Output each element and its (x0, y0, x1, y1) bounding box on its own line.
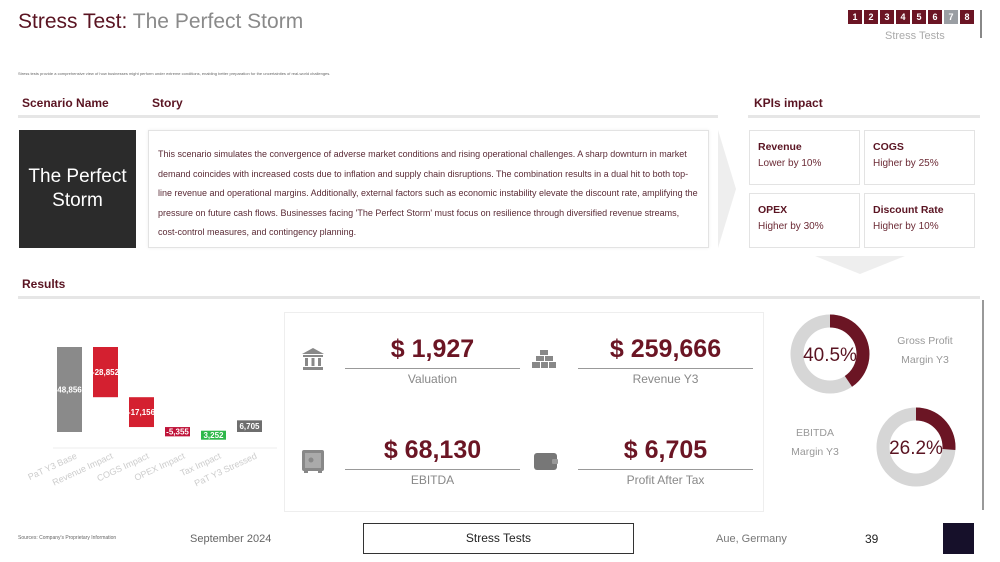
scenario-name-header: Scenario Name (22, 96, 109, 110)
data-label: 6,705 (239, 422, 260, 431)
footer-source: Sources: Company's Proprietary Informati… (18, 535, 117, 541)
gold-bars-icon (532, 350, 556, 368)
waterfall-bar (129, 397, 154, 428)
kpi-discount-rate: Discount Rate Higher by 10% (864, 193, 975, 248)
donut-ebitda-margin: 26.2% (876, 407, 956, 487)
metric-profit-after-tax: $ 6,705 Profit After Tax (578, 436, 753, 487)
waterfall-bar (57, 347, 82, 432)
footer-section-button[interactable]: Stress Tests (363, 523, 634, 554)
waterfall-bar (201, 430, 226, 440)
data-label: -28,852 (92, 368, 120, 377)
page-1-button[interactable]: 1 (848, 10, 862, 24)
donut-label: Gross Profit Margin Y3 (897, 335, 953, 366)
data-label: -17,156 (128, 408, 156, 417)
footer-date: September 2024 (190, 533, 272, 545)
donut-fill (790, 314, 870, 394)
data-label: 3,252 (203, 431, 224, 440)
donut-value: 40.5% (803, 345, 857, 366)
results-header: Results (22, 277, 66, 291)
metrics-panel: $ 1,927 Valuation $ 259,666 Revenue Y3 $ 6… (284, 312, 764, 512)
arrow-down-icon (815, 256, 905, 274)
page-8-button[interactable]: 8 (960, 10, 974, 24)
divider (982, 300, 984, 510)
waterfall-bar (93, 347, 118, 398)
donut-label: EBITDA Margin Y3 (791, 427, 839, 458)
story-header: Story (152, 96, 183, 110)
kpi-revenue: Revenue Lower by 10% (749, 130, 860, 185)
page-7-button[interactable]: 7 (944, 10, 958, 24)
divider (18, 296, 980, 299)
safe-icon (302, 450, 324, 473)
donut-fill (876, 407, 956, 487)
bank-icon (302, 348, 324, 370)
scenario-name: The Perfect Storm (19, 130, 136, 248)
page-6-button[interactable]: 6 (928, 10, 942, 24)
story-text: This scenario simulates the convergence … (148, 130, 709, 248)
metric-valuation: $ 1,927 Valuation (345, 335, 520, 386)
data-label: -5,355 (166, 428, 189, 437)
page-2-button[interactable]: 2 (864, 10, 878, 24)
data-label: 48,856 (57, 386, 82, 395)
section-label: Stress Tests (885, 30, 945, 42)
company-logo (943, 523, 974, 554)
kpis-header: KPIs impact (754, 96, 823, 110)
divider (18, 115, 718, 118)
page-number: 39 (865, 532, 879, 546)
waterfall-bar (237, 420, 262, 432)
title-main: Stress Test: (18, 10, 128, 33)
metric-revenue-y3: $ 259,666 Revenue Y3 (578, 335, 753, 386)
page-5-button[interactable]: 5 (912, 10, 926, 24)
page-3-button[interactable]: 3 (880, 10, 894, 24)
kpi-opex: OPEX Higher by 30% (749, 193, 860, 248)
kpi-cogs: COGS Higher by 25% (864, 130, 975, 185)
metric-ebitda: $ 68,130 EBITDA (345, 436, 520, 487)
intro-text: Stress tests provide a comprehensive vie… (18, 71, 331, 76)
category-label: PaT Y3 Stressed (193, 451, 259, 489)
title-sub: The Perfect Storm (132, 10, 304, 33)
page-title: Stress Test: The Perfect Storm (18, 10, 303, 34)
donut-value: 26.2% (889, 438, 943, 459)
divider (748, 115, 980, 118)
arrow-right-icon (718, 130, 736, 248)
footer-location: Aue, Germany (716, 533, 787, 545)
waterfall-bar (165, 427, 190, 437)
donut-gross-profit-margin: 40.5% (790, 314, 870, 394)
page-4-button[interactable]: 4 (896, 10, 910, 24)
wallet-icon (534, 453, 558, 470)
divider (980, 10, 982, 38)
